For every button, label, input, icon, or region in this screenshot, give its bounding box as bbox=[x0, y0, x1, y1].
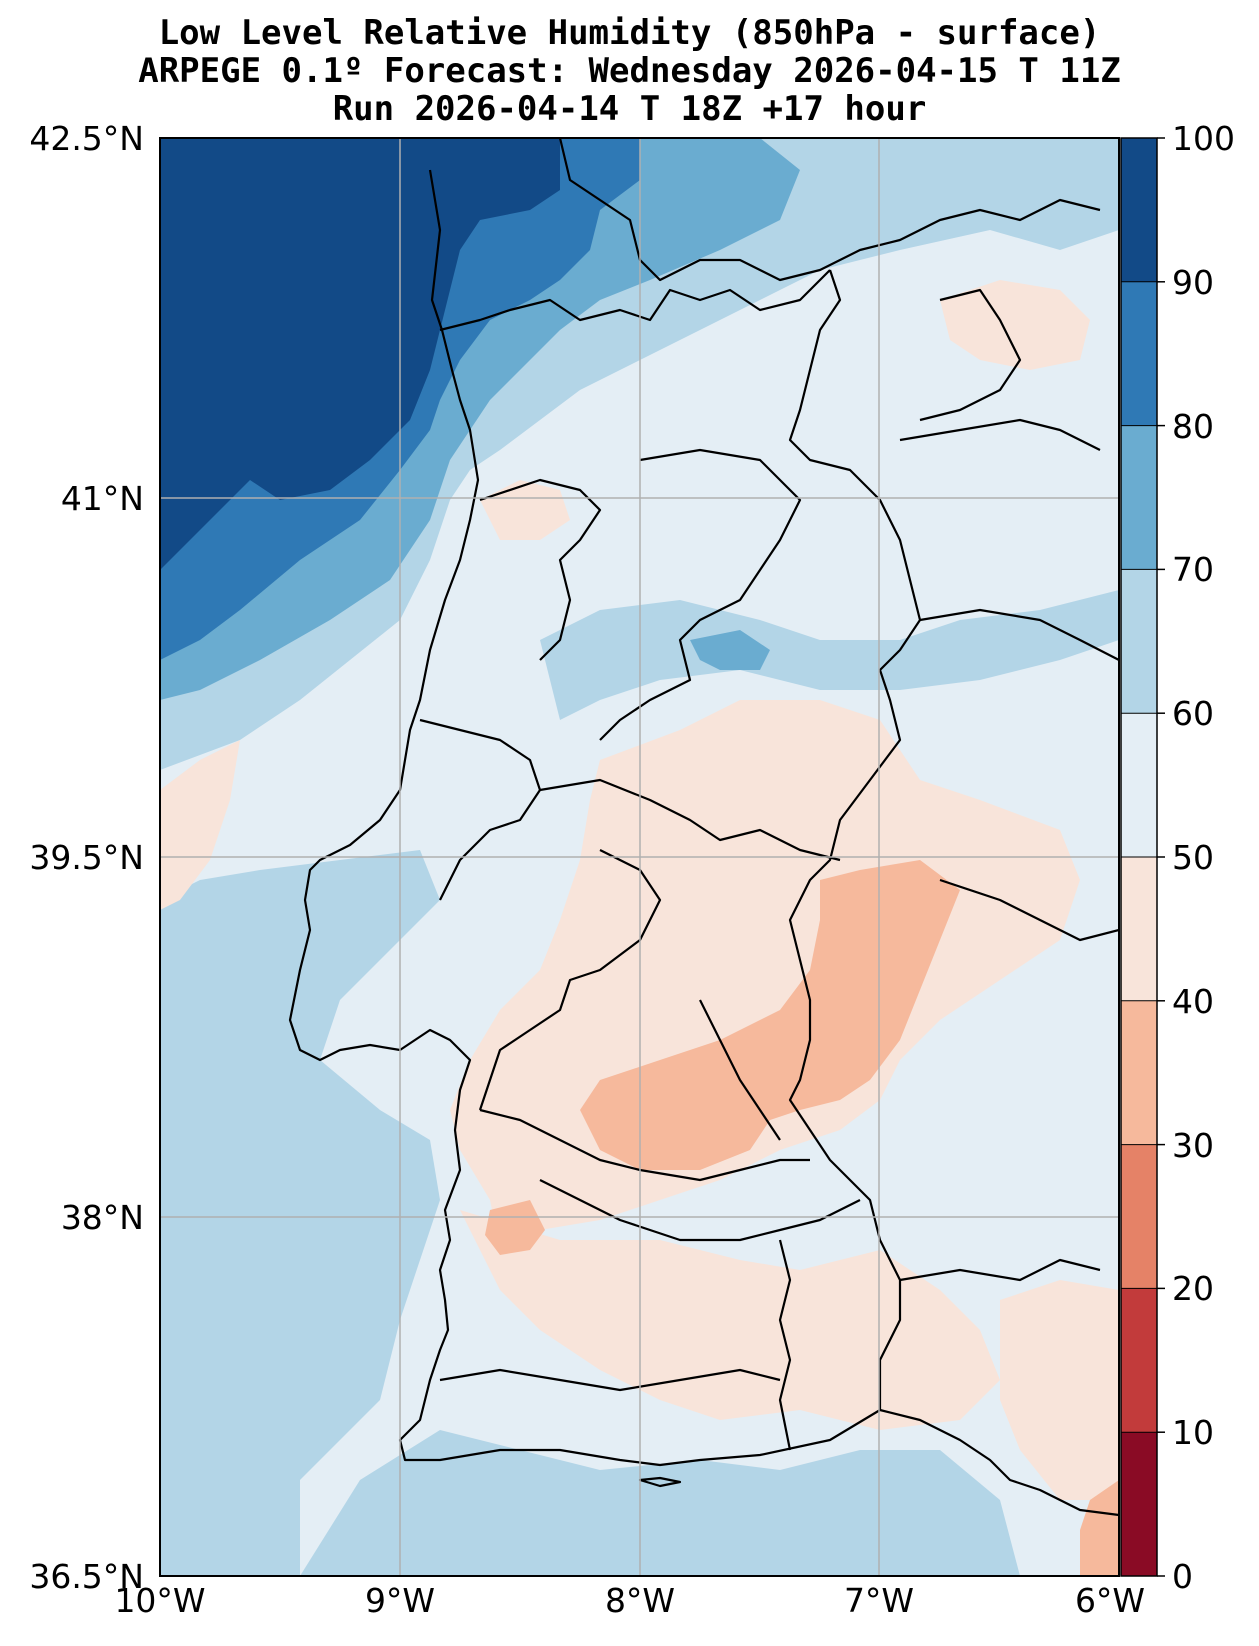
border-portugal-north bbox=[439, 269, 831, 332]
district-border-2 bbox=[599, 448, 802, 741]
contour-30-40-southeast bbox=[1080, 1480, 1119, 1576]
coastline bbox=[288, 169, 1119, 1517]
lat-tick-label: 39.5°N bbox=[29, 838, 144, 877]
district-border-14 bbox=[939, 878, 1119, 942]
title-line-3: Run 2026-04-14 T 18Z +17 hour bbox=[332, 89, 927, 129]
colorbar-swatch bbox=[1121, 569, 1157, 714]
district-border-7 bbox=[699, 999, 781, 1141]
colorbar-tick-label: 20 bbox=[1172, 1269, 1214, 1308]
district-border-10 bbox=[778, 1239, 792, 1451]
contour-30-40 bbox=[580, 860, 960, 1170]
colorbar-tick-label: 10 bbox=[1172, 1413, 1214, 1452]
colorbar-tick-label: 50 bbox=[1172, 838, 1214, 877]
colorbar-tick-label: 100 bbox=[1172, 119, 1235, 158]
contour-40-50-east bbox=[1000, 1280, 1119, 1500]
contour-60-70-south bbox=[300, 1430, 1020, 1576]
colorbar: 100 90 80 70 60 50 40 30 20 10 0 bbox=[1120, 119, 1235, 1596]
colorbar-swatch bbox=[1121, 425, 1157, 570]
colorbar-tick-label: 70 bbox=[1172, 550, 1214, 589]
contour-60-70-southwest bbox=[160, 850, 440, 1576]
contour-70-80-patch bbox=[690, 630, 770, 670]
colorbar-swatch bbox=[1121, 138, 1157, 282]
lon-tick-labels: 10°W 9°W 8°W 7°W 6°W bbox=[114, 1581, 1145, 1620]
contour-40-50-west bbox=[160, 740, 240, 910]
title-line-1: Low Level Relative Humidity (850hPa - su… bbox=[158, 13, 1101, 53]
colorbar-ticks bbox=[1121, 137, 1165, 1577]
contour-40-50-northwest bbox=[480, 480, 570, 540]
contour-90-100 bbox=[160, 138, 560, 570]
colorbar-tick-labels: 100 90 80 70 60 50 40 30 20 10 0 bbox=[1172, 119, 1235, 1596]
island-outline bbox=[638, 1476, 682, 1488]
lon-tick-label: 6°W bbox=[1075, 1581, 1145, 1620]
colorbar-tick-label: 40 bbox=[1172, 982, 1214, 1021]
lat-tick-label: 36.5°N bbox=[29, 1557, 144, 1596]
district-border-12 bbox=[919, 608, 1119, 661]
gridlines bbox=[160, 138, 1119, 1576]
title-line-2: ARPEGE 0.1º Forecast: Wednesday 2026-04-… bbox=[138, 51, 1121, 91]
lon-tick-label: 9°W bbox=[365, 1581, 435, 1620]
contour-30-40-patch bbox=[485, 1200, 545, 1255]
colorbar-tick-label: 60 bbox=[1172, 694, 1214, 733]
colorbar-swatch bbox=[1121, 1288, 1157, 1433]
colorbar-swatch bbox=[1121, 281, 1157, 426]
lon-tick-label: 10°W bbox=[114, 1581, 205, 1620]
district-border-8 bbox=[539, 1179, 861, 1242]
colorbar-tick-label: 80 bbox=[1172, 407, 1214, 446]
district-border-15 bbox=[919, 288, 1022, 422]
colorbar-swatch bbox=[1121, 1432, 1157, 1576]
contour-40-50-north bbox=[940, 280, 1090, 370]
border-portugal-spain-east bbox=[788, 269, 922, 1410]
lat-tick-label: 38°N bbox=[61, 1198, 144, 1237]
colorbar-swatches bbox=[1121, 138, 1157, 1576]
colorbar-swatch bbox=[1121, 713, 1157, 857]
district-border-9 bbox=[439, 1368, 781, 1392]
district-border-1 bbox=[479, 478, 602, 661]
colorbar-swatch bbox=[1121, 1144, 1157, 1289]
district-border-13 bbox=[899, 418, 1101, 451]
lat-tick-label: 41°N bbox=[61, 479, 144, 518]
colorbar-swatch bbox=[1121, 857, 1157, 1001]
colorbar-tick-label: 90 bbox=[1172, 263, 1214, 302]
contour-40-50-south bbox=[460, 1210, 1000, 1430]
lat-tick-labels: 42.5°N 41°N 39.5°N 38°N 36.5°N bbox=[29, 119, 144, 1596]
lon-tick-label: 8°W bbox=[605, 1581, 675, 1620]
contour-60-70-central bbox=[540, 590, 1119, 720]
district-border-5 bbox=[478, 849, 662, 1111]
plot-frame bbox=[159, 137, 1120, 1577]
colorbar-swatch bbox=[1121, 1000, 1157, 1145]
district-border-11 bbox=[899, 1258, 1101, 1282]
lon-tick-label: 7°W bbox=[844, 1581, 914, 1620]
lat-tick-label: 42.5°N bbox=[29, 119, 144, 158]
colorbar-tick-label: 0 bbox=[1172, 1557, 1193, 1596]
district-border-4 bbox=[539, 778, 841, 862]
border-spain-north bbox=[558, 138, 1101, 282]
colorbar-tick-label: 30 bbox=[1172, 1126, 1214, 1165]
